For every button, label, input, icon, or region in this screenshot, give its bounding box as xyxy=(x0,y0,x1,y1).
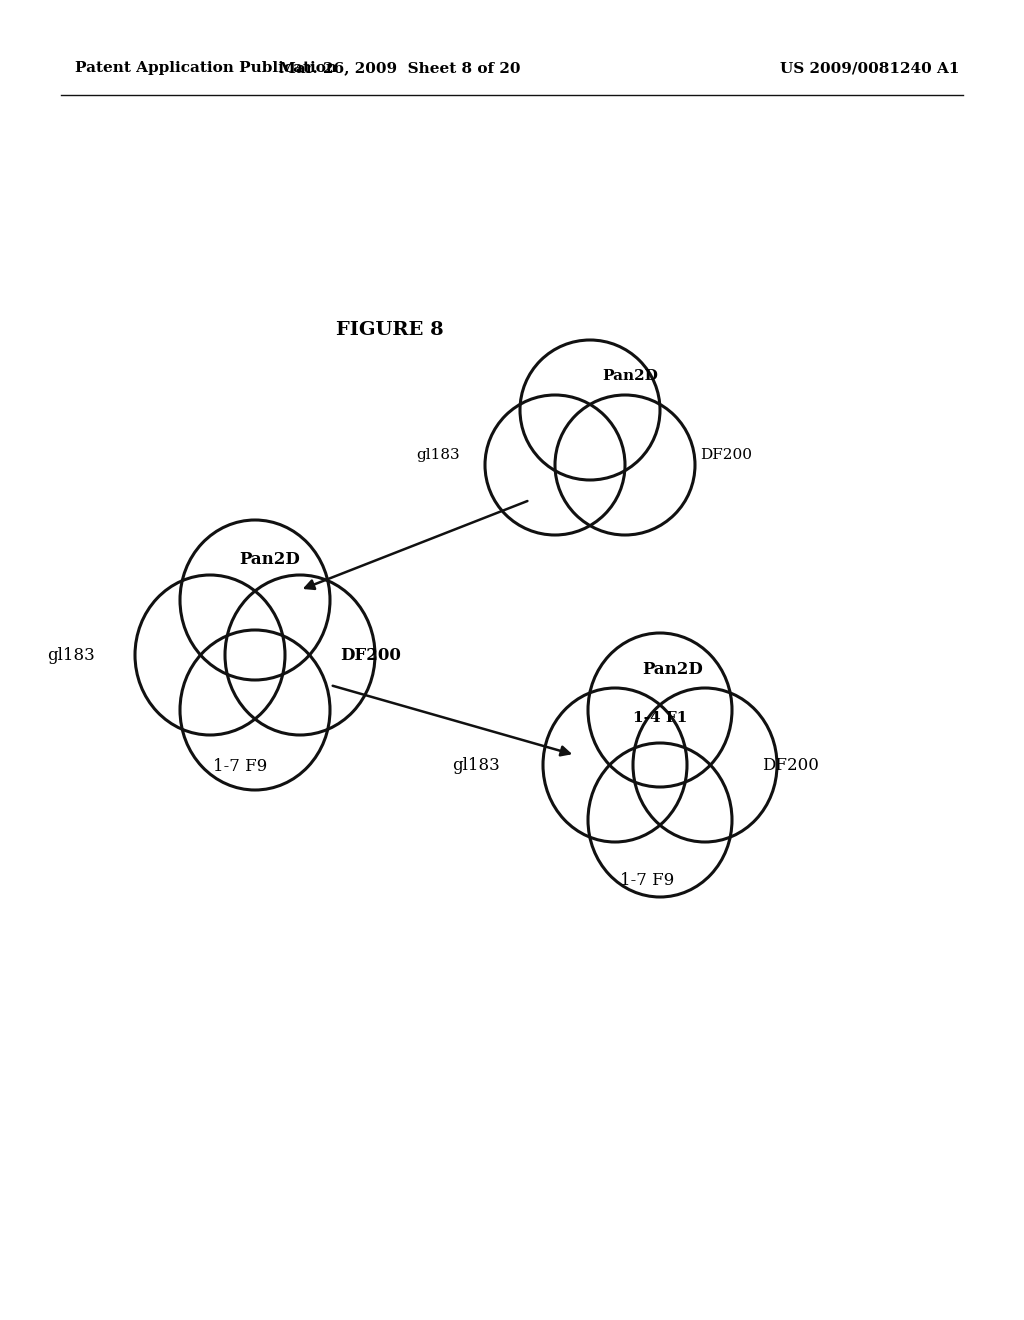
Text: Pan2D: Pan2D xyxy=(240,550,300,568)
Text: 1-7 F9: 1-7 F9 xyxy=(620,873,674,888)
Text: Pan2D: Pan2D xyxy=(643,661,703,678)
Text: gl183: gl183 xyxy=(47,647,95,664)
Text: 1-7 F9: 1-7 F9 xyxy=(213,758,267,775)
Text: 1-4 F1: 1-4 F1 xyxy=(633,711,687,725)
Text: US 2009/0081240 A1: US 2009/0081240 A1 xyxy=(780,61,959,75)
Text: DF200: DF200 xyxy=(340,647,400,664)
Text: DF200: DF200 xyxy=(762,756,819,774)
Text: Mar. 26, 2009  Sheet 8 of 20: Mar. 26, 2009 Sheet 8 of 20 xyxy=(280,61,521,75)
Text: gl183: gl183 xyxy=(453,756,500,774)
Text: FIGURE 8: FIGURE 8 xyxy=(336,321,443,339)
Text: DF200: DF200 xyxy=(700,447,752,462)
Text: Patent Application Publication: Patent Application Publication xyxy=(75,61,337,75)
Text: gl183: gl183 xyxy=(417,447,460,462)
Text: Pan2D: Pan2D xyxy=(602,370,658,383)
